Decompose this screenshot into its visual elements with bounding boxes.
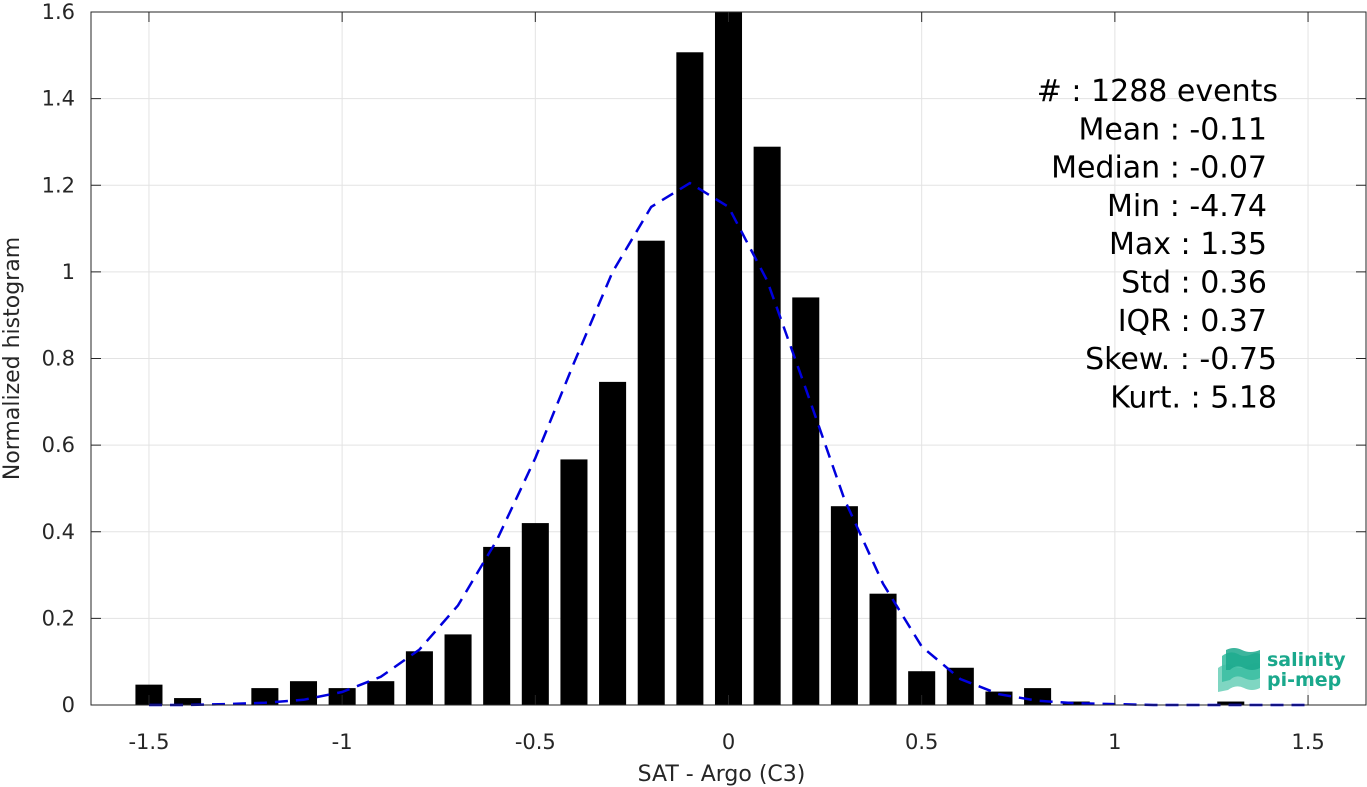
histogram-bar: [367, 681, 395, 705]
x-tick-label: 1: [1108, 730, 1121, 754]
histogram-bar: [405, 651, 433, 705]
stat-line: # : 1288 events: [1037, 74, 1278, 109]
histogram-bar: [174, 698, 202, 705]
y-tick-label: 0: [62, 693, 75, 717]
histogram-bar: [792, 297, 820, 705]
x-tick-label: -0.5: [515, 730, 556, 754]
y-tick-label: 0.4: [42, 520, 75, 544]
y-tick-label: 1.6: [42, 0, 75, 24]
x-tick-label: -1: [332, 730, 353, 754]
histogram-bars: [135, 12, 1245, 705]
histogram-bar: [714, 12, 743, 705]
x-tick-label: -1.5: [128, 730, 169, 754]
y-tick-label: 0.2: [42, 606, 75, 630]
logo-text-salinity: salinity: [1267, 649, 1346, 671]
stat-line: Median : -0.07: [1051, 151, 1267, 186]
histogram-bar: [599, 381, 627, 705]
histogram-bar: [135, 684, 163, 705]
stat-line: Skew. : -0.75: [1085, 342, 1277, 377]
axis-ticks: [91, 11, 1366, 706]
y-tick-labels: 0 0.2 0.4 0.6 0.8 1 1.2 1.4 1.6: [42, 0, 75, 717]
stat-line: Std : 0.36: [1121, 266, 1267, 301]
stat-line: Kurt. : 5.18: [1110, 380, 1277, 415]
histogram-bar: [637, 240, 665, 705]
histogram-bar: [830, 506, 858, 705]
histogram-bar: [946, 667, 974, 705]
histogram-bar: [521, 523, 549, 705]
x-tick-label: 0: [722, 730, 735, 754]
stat-line: Max : 1.35: [1109, 227, 1267, 262]
y-tick-label: 0.8: [42, 347, 75, 371]
x-tick-labels: -1.5 -1 -0.5 0 0.5 1 1.5: [128, 730, 1324, 754]
histogram-bar: [753, 146, 781, 705]
y-tick-label: 1: [62, 260, 75, 284]
x-axis-label: SAT - Argo (C3): [638, 762, 806, 787]
histogram-bar: [289, 681, 318, 705]
histogram-bar: [251, 688, 279, 705]
stat-line: Min : -4.74: [1107, 189, 1267, 224]
wave-logo-icon: [1218, 648, 1260, 692]
logo-text-pi-mep: pi-mep: [1267, 669, 1341, 691]
y-tick-label: 0.6: [42, 433, 75, 457]
x-tick-label: 1.5: [1291, 730, 1324, 754]
histogram-bar: [1217, 701, 1245, 705]
stat-line: IQR : 0.37: [1118, 304, 1267, 339]
y-tick-label: 1.2: [42, 173, 75, 197]
y-tick-label: 1.4: [42, 87, 75, 111]
histogram-bar: [676, 52, 704, 705]
histogram-bar: [560, 459, 588, 705]
stat-line: Mean : -0.11: [1078, 112, 1267, 147]
histogram-bar: [444, 634, 472, 705]
histogram-bar: [1062, 701, 1090, 705]
histogram-bar: [483, 546, 511, 705]
salinity-pi-mep-logo: salinity pi-mep: [1218, 648, 1346, 692]
y-axis-label: Normalized histogram: [0, 237, 25, 480]
x-tick-label: 0.5: [905, 730, 938, 754]
histogram-bar: [869, 593, 897, 705]
